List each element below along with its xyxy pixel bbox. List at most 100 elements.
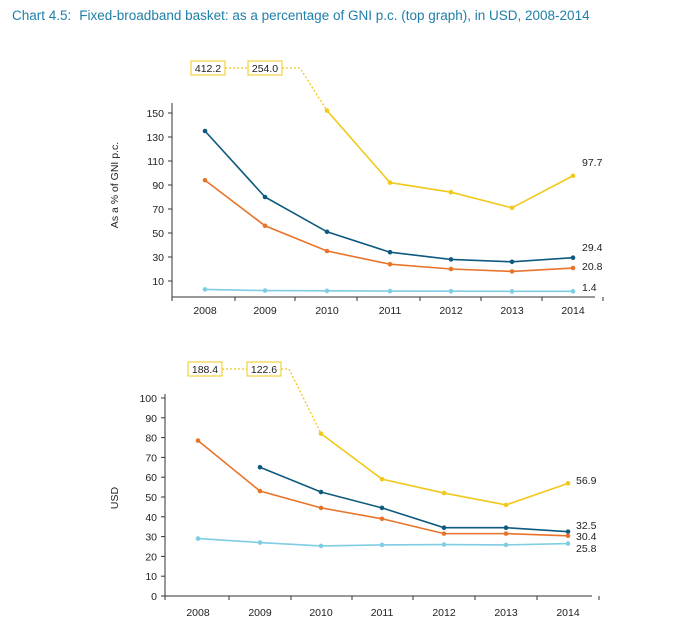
data-point-navy [318,489,324,495]
data-point-lightblue [509,289,515,294]
offscale-value-label: 122.6 [251,364,277,376]
x-tick-label: 2008 [186,607,210,619]
y-tick-label: 30 [152,252,164,264]
data-point-lightblue [387,288,393,294]
data-point-yellow [379,476,385,482]
y-axis-label: USD [109,486,121,509]
x-tick-label: 2012 [432,607,456,619]
end-value-label: 25.8 [576,543,597,555]
offscale-value-label: 412.2 [195,63,221,75]
y-tick-label: 90 [152,180,164,192]
y-tick-label: 0 [151,591,157,603]
end-value-label: 29.4 [582,242,603,254]
series-line-navy [259,466,569,533]
x-tick-label: 2009 [248,607,272,619]
y-tick-label: 10 [152,276,164,288]
x-tick-label: 2009 [253,305,277,317]
top-chart-percent-gni: 10 30 50 70 90 110 130 150 2008 2009 2010 2011 2012 2… [109,60,604,317]
y-tick-label: 20 [145,551,157,563]
data-point-orange [503,531,509,536]
bottom-chart-usd: 0 10 20 30 40 50 60 70 80 90 100 2008 2009 2010 2011 20… [109,361,600,619]
data-point-lightblue [257,540,263,545]
end-value-label: 32.5 [576,520,597,532]
data-point-navy [509,259,515,265]
data-point-yellow [509,205,515,211]
y-tick-label: 30 [145,532,157,544]
data-point-navy [324,229,330,235]
y-tick-label: 70 [152,204,164,216]
y-tick-label: 10 [145,571,157,583]
x-tick-label: 2010 [315,305,339,317]
data-point-orange [509,269,515,274]
y-axis-label: As a % of GNI p.c. [109,142,121,228]
data-point-orange [202,177,208,183]
x-tick-label: 2011 [379,305,402,317]
x-tick-label: 2012 [439,305,463,317]
y-tick-label: 130 [146,132,164,144]
offscale-value-label: 188.4 [192,364,218,376]
end-value-label: 56.9 [576,475,597,487]
data-point-orange [262,223,268,229]
data-point-orange [257,488,263,494]
data-point-navy [570,255,576,261]
data-point-navy [262,194,268,200]
data-point-lightblue [565,541,571,546]
data-point-orange [570,265,576,271]
data-point-lightblue [195,536,201,541]
x-tick-label: 2010 [309,607,333,619]
data-point-orange [441,531,447,536]
chart-number: Chart 4.5: [12,8,72,23]
offscale-value-label: 254.0 [252,63,278,75]
data-point-navy [448,257,454,262]
data-point-orange [324,248,330,254]
data-point-yellow [441,490,447,496]
data-point-lightblue [570,289,576,294]
x-tick-label: 2013 [494,607,518,619]
data-point-lightblue [262,288,268,293]
y-tick-label: 80 [145,433,157,445]
x-tick-label: 2014 [561,305,585,317]
series-line-navy [204,130,574,263]
data-point-yellow [503,502,509,508]
end-value-label: 97.7 [582,157,603,169]
data-point-orange [448,266,454,272]
x-tick-label: 2013 [500,305,524,317]
data-point-orange [565,533,571,539]
chart-title: Chart 4.5: Fixed-broadband basket: as a p… [12,8,590,23]
chart-title-text: Fixed-broadband basket: as a percentage … [79,8,590,23]
offscale-dashed-connector [282,67,328,111]
data-point-navy [441,525,447,530]
y-tick-label: 60 [145,472,157,484]
series-line-orange [197,439,569,537]
data-point-yellow [448,189,454,195]
series-line-orange [204,179,574,273]
data-point-navy [379,505,385,511]
data-point-lightblue [318,543,324,549]
data-point-lightblue [441,542,447,547]
y-tick-label: 110 [147,156,164,168]
data-point-orange [195,438,201,443]
data-point-yellow [387,180,393,185]
y-tick-label: 100 [139,393,157,405]
end-value-label: 1.4 [582,282,597,294]
y-tick-label: 40 [145,512,157,524]
data-point-navy [202,128,208,134]
end-value-label: 20.8 [582,261,603,273]
data-point-orange [387,261,393,267]
data-point-navy [565,529,571,534]
data-point-orange [318,505,324,511]
data-point-lightblue [202,287,208,292]
data-point-lightblue [448,288,454,294]
data-point-yellow [570,173,576,179]
y-tick-label: 50 [152,228,164,240]
x-tick-label: 2014 [556,607,580,619]
x-tick-label: 2008 [193,305,217,317]
y-tick-label: 70 [145,452,157,464]
data-point-lightblue [503,542,509,548]
end-value-label: 30.4 [576,531,597,543]
y-tick-label: 50 [145,492,157,504]
data-point-yellow [565,481,571,486]
y-tick-label: 150 [146,108,164,120]
data-point-lightblue [379,542,385,548]
data-point-orange [379,516,385,522]
